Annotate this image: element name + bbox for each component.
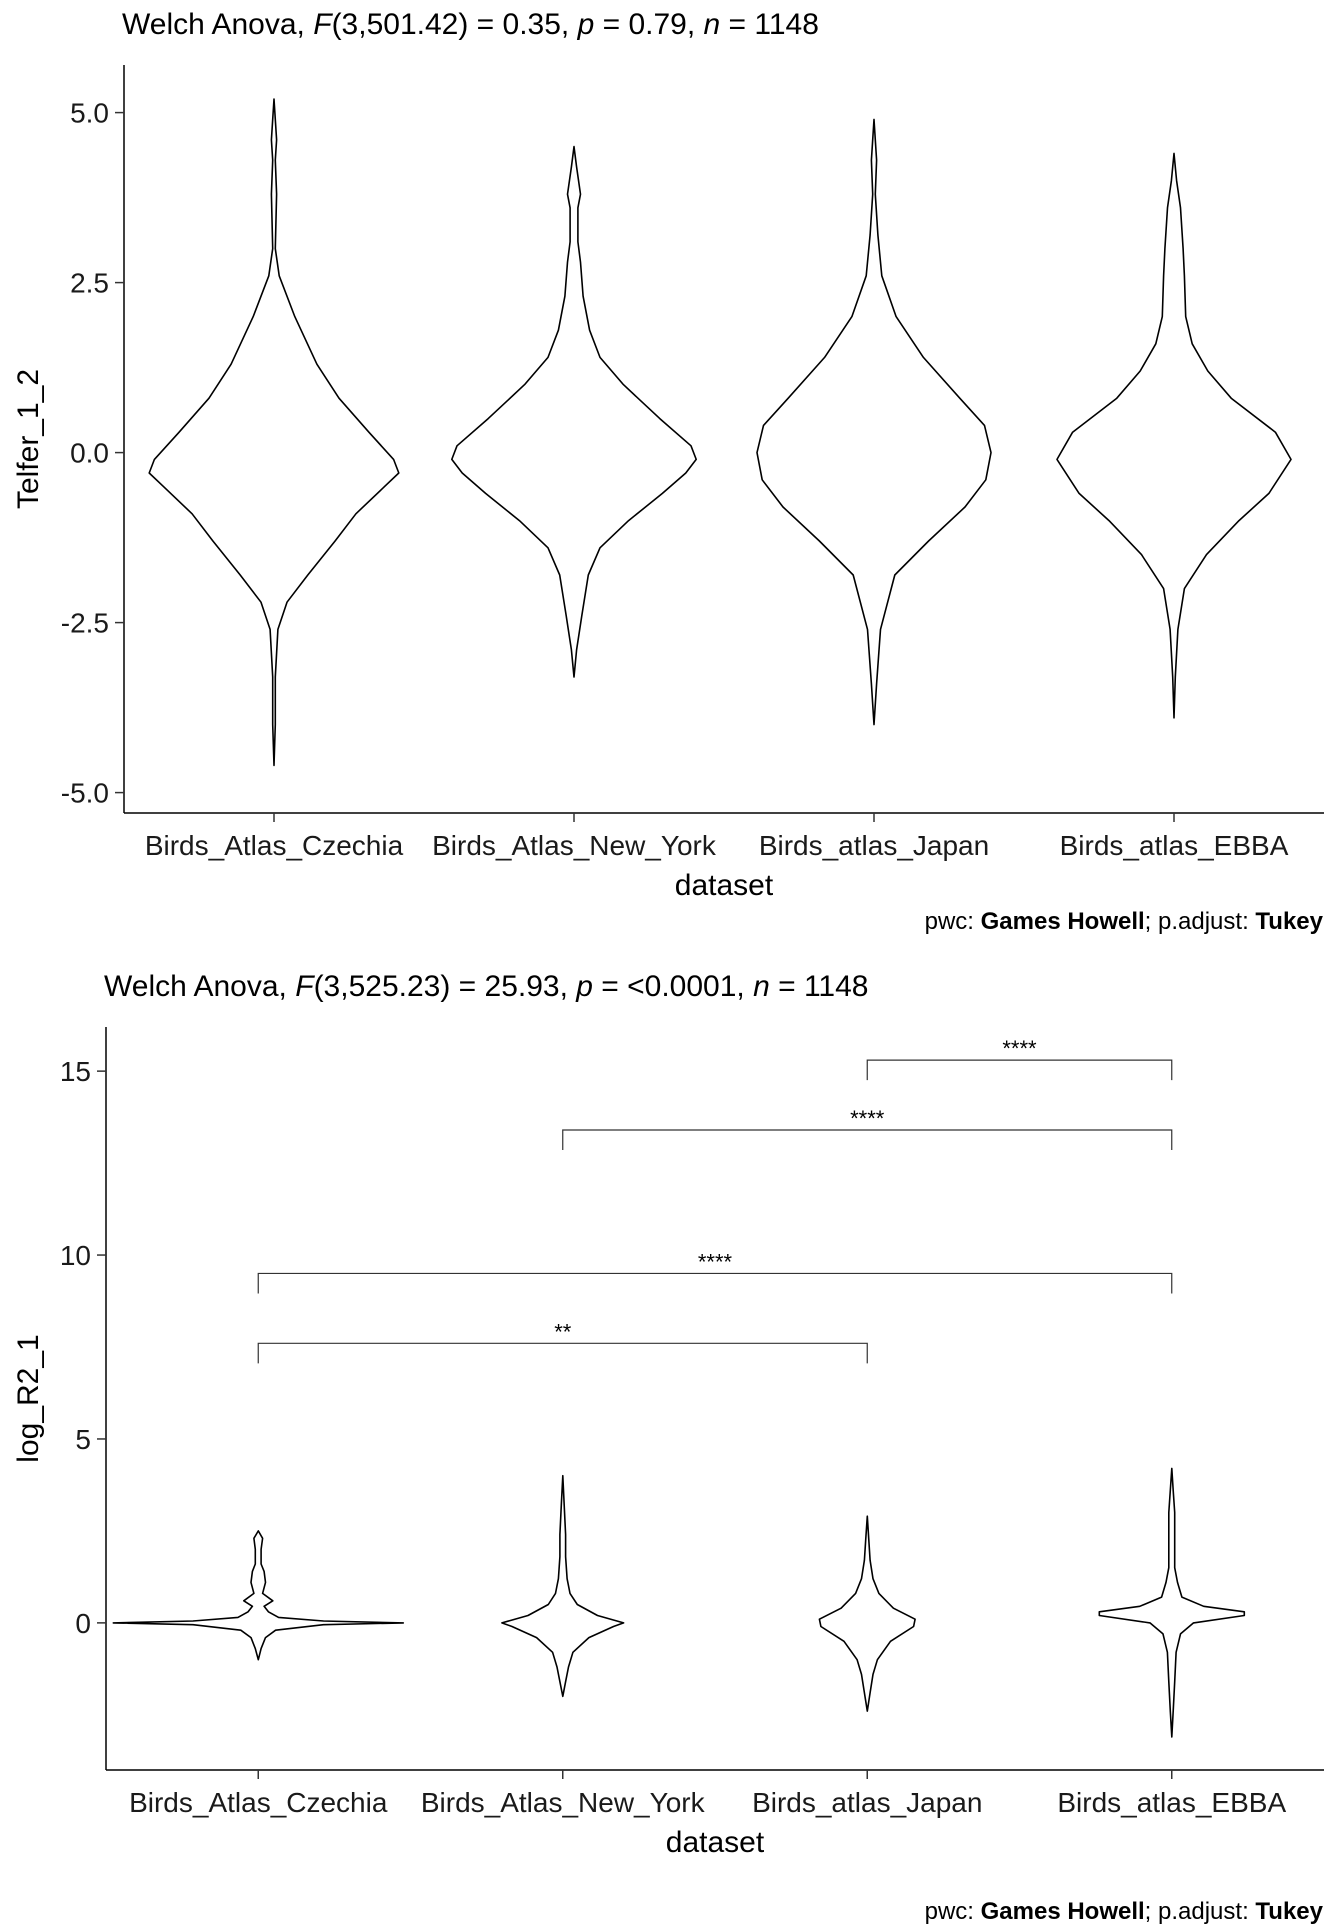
chart-caption: pwc: Games Howell; p.adjust: Tukey [924,908,1323,935]
chart-title: Welch Anova, F(3,501.42) = 0.35, p = 0.7… [122,8,819,41]
x-tick-label-birds-atlas-ebba: Birds_atlas_EBBA [1060,830,1289,861]
chart-caption: pwc: Games Howell; p.adjust: Tukey [924,1898,1323,1925]
bracket-line [866,1059,1173,1081]
violin-birds-atlas-new-york [501,1474,625,1698]
y-tick-label: 5.0 [70,98,109,129]
y-tick-label: -2.5 [61,608,109,639]
significance-label: **** [1002,1036,1037,1061]
bracket-line [257,1342,868,1364]
violin-birds-atlas-japan [756,118,992,726]
violin-birds-atlas-czechia [112,1530,405,1661]
violin-birds-atlas-new-york [451,145,697,678]
violin-birds-atlas-japan [818,1515,916,1712]
y-tick-label: 0.0 [70,438,109,469]
x-tick-label-birds-atlas-ebba: Birds_atlas_EBBA [1057,1787,1286,1818]
x-axis-title: dataset [666,1826,765,1859]
x-axis-title: dataset [675,869,774,902]
y-axis-title: Telfer_1_2 [12,369,45,509]
significance-label: **** [850,1106,885,1131]
significance-label: **** [698,1249,733,1274]
y-tick-label: 2.5 [70,268,109,299]
y-tick-label: -5.0 [61,778,109,809]
violin-birds-atlas-ebba [1056,152,1292,719]
y-axis-title: log_R2_1 [12,1334,45,1462]
x-tick-label-birds-atlas-new-york: Birds_Atlas_New_York [421,1787,706,1818]
x-tick-label-birds-atlas-czechia: Birds_Atlas_Czechia [145,830,404,861]
x-tick-label-birds-atlas-japan: Birds_atlas_Japan [759,830,989,861]
significance-bracket: **** [257,1249,1173,1294]
chart-plot-area: 0 5 10 15 Birds_Atlas_Czechia Birds_Atlas_New… [12,1027,1324,1859]
y-tick-label: 0 [75,1608,91,1639]
chart-title: Welch Anova, F(3,525.23) = 25.93, p = <0… [104,970,869,1003]
significance-bracket: ** [257,1319,868,1364]
violin-panel-log-r2: Welch Anova, F(3,525.23) = 25.93, p = <0… [0,960,1344,1925]
bracket-line [257,1272,1173,1294]
bracket-line [562,1129,1173,1150]
y-tick-label: 10 [60,1240,91,1271]
violin-birds-atlas-ebba [1098,1467,1246,1738]
x-tick-label-birds-atlas-new-york: Birds_Atlas_New_York [432,830,717,861]
significance-label: ** [554,1319,572,1344]
y-tick-label: 5 [75,1424,91,1455]
violin-birds-atlas-czechia [148,98,400,767]
violin-panel-telfer: Welch Anova, F(3,501.42) = 0.35, p = 0.7… [0,0,1344,960]
y-tick-label: 15 [60,1056,91,1087]
x-tick-label-birds-atlas-czechia: Birds_Atlas_Czechia [129,1787,388,1818]
chart-plot-area: -5.0 -2.5 0.0 2.5 5.0 Birds_Atlas_Czechia Bird… [12,65,1324,902]
x-tick-label-birds-atlas-japan: Birds_atlas_Japan [752,1787,982,1818]
significance-bracket: **** [866,1036,1173,1081]
significance-bracket: **** [562,1106,1173,1150]
